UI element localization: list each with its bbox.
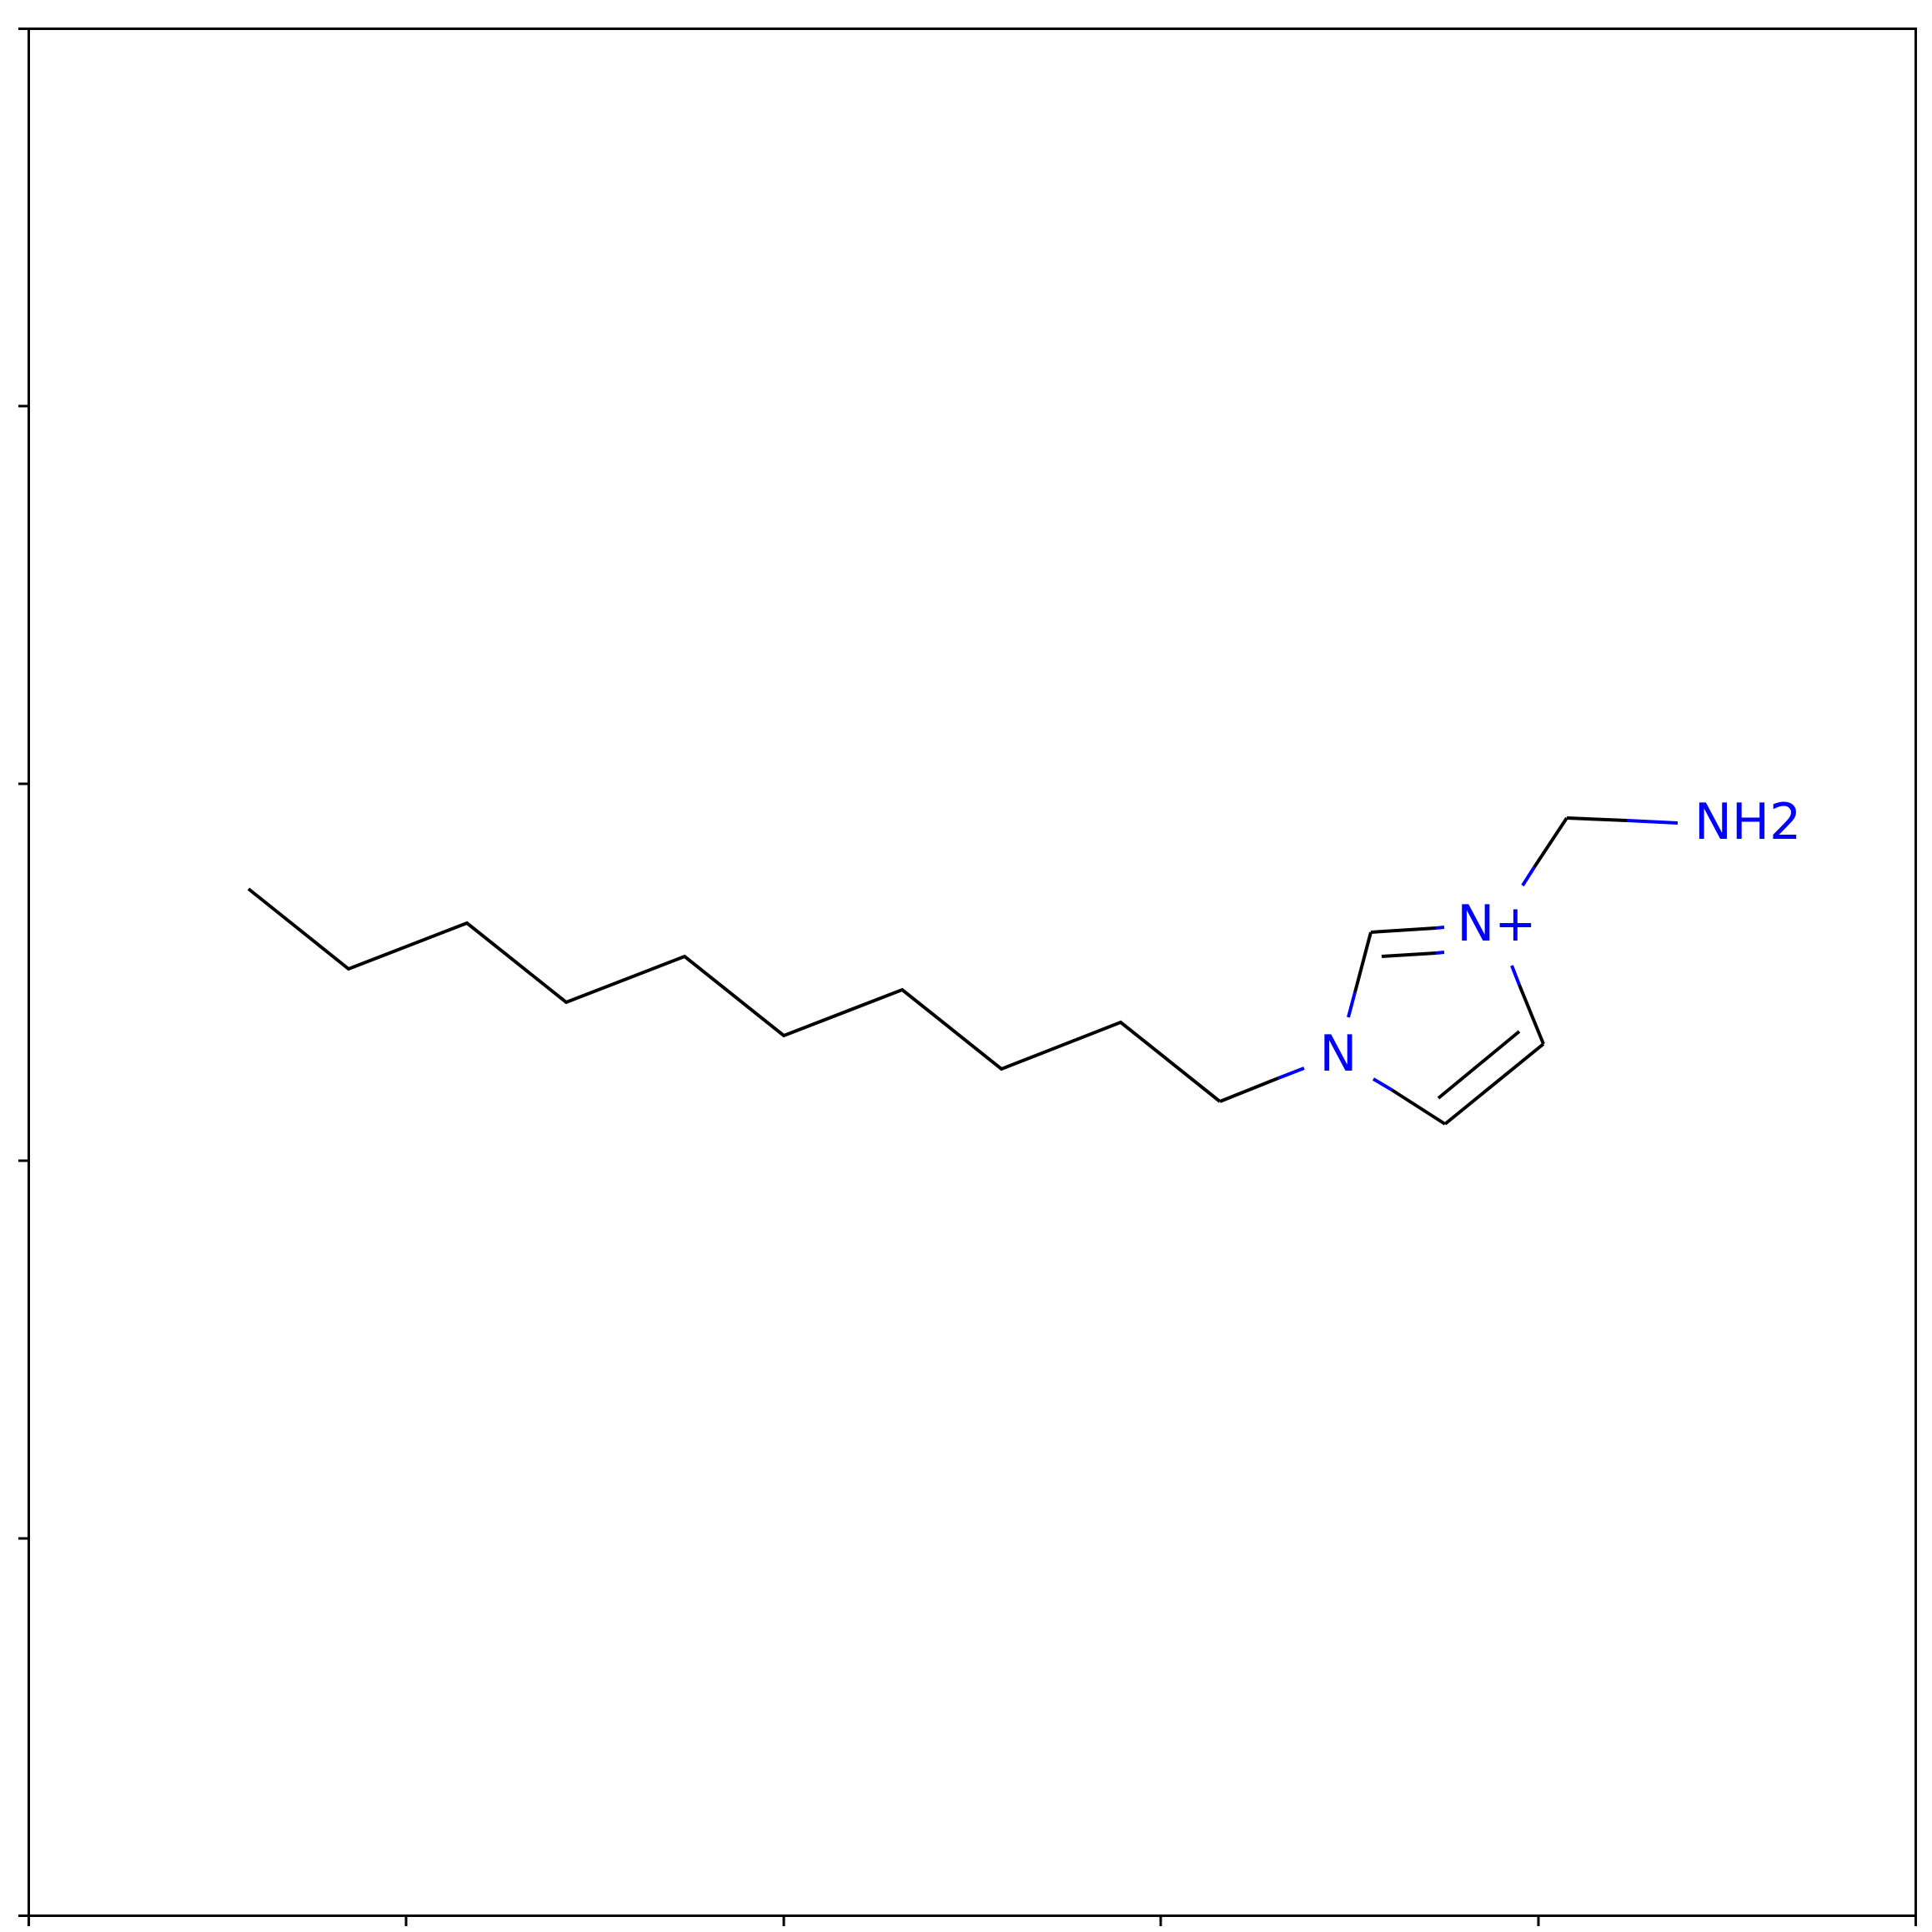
bond-c2-n3-inner-hetero [1435,951,1445,955]
bond-chain-n1 [1219,1076,1279,1103]
atom-label-nh2: NH2 [1694,793,1801,851]
bond-c2-n3-outer [1370,926,1437,934]
bond-c2-n3-inner [1381,951,1437,958]
bond-n3-c4-hetero [1510,965,1521,986]
axes-frame [28,28,1917,1917]
atom-label-n1: N [1320,1025,1357,1083]
bond-n3-c4 [1518,984,1545,1045]
bond-c5-n1 [1390,1088,1447,1126]
atom-label-n3-cation: N+ [1457,895,1536,953]
bond-n3-ch2-hetero [1521,866,1536,887]
bond-c4-c5-inner [1437,1030,1521,1100]
bond-n1-c2 [1353,931,1372,993]
x-axis-ticks [28,1915,1917,1926]
bond-n1-c2-hetero [1347,991,1357,1018]
bond-n3-ch2 [1533,816,1568,869]
bond-c2-n3-outer-hetero [1435,926,1445,930]
bond-ch2-nh2 [1566,816,1628,822]
bond-chain-n1-hetero [1277,1066,1305,1080]
y-axis-ticks [18,28,29,1917]
decyl-chain-bonds [247,887,1222,1103]
bond-c5-n1-hetero [1372,1077,1393,1091]
bond-c4-c5 [1443,1042,1545,1126]
bond-ch2-nh2-hetero [1626,819,1679,825]
